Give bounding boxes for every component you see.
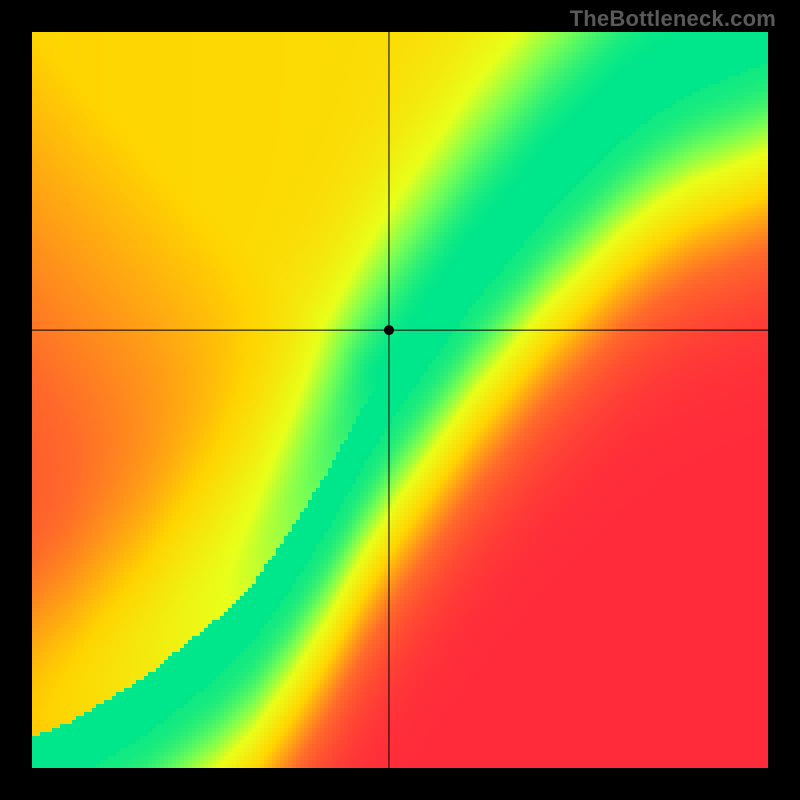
heatmap-canvas <box>32 32 768 768</box>
watermark-text: TheBottleneck.com <box>570 6 776 32</box>
heatmap-plot <box>32 32 768 768</box>
chart-container: { "watermark": { "text": "TheBottleneck.… <box>0 0 800 800</box>
